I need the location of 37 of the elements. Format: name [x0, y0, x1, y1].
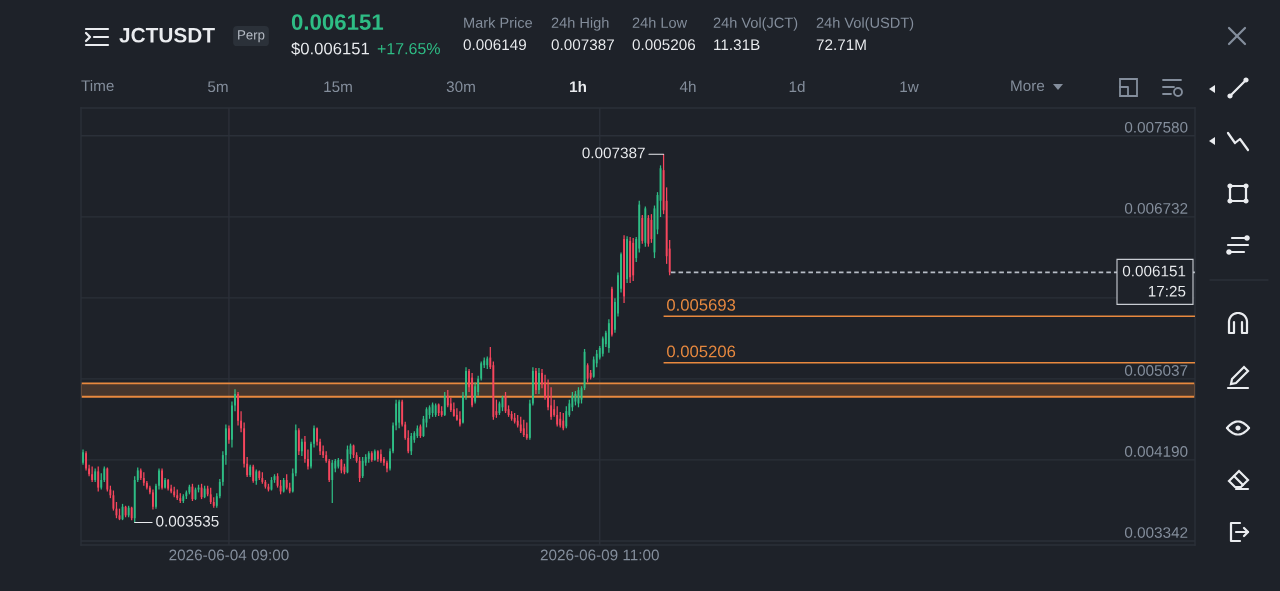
text: 0.006149 [463, 39, 526, 51]
text: 5m [208, 81, 228, 93]
annotation: 17:25 [1148, 285, 1186, 297]
text: 24h High [551, 17, 609, 31]
y-tick-label: 0.007580 [1124, 121, 1188, 133]
text: 11.31B [714, 39, 760, 51]
y-tick-label: 0.006732 [1124, 202, 1188, 214]
y-tick-label: 0.005037 [1124, 365, 1188, 376]
text: 30m [446, 81, 475, 93]
text: +17.65% [377, 42, 440, 55]
text: 72.71M [816, 39, 866, 50]
text: 1h [570, 80, 586, 92]
text: 15m [324, 81, 352, 93]
text: 0.005206 [632, 39, 696, 51]
ref-line-label: 0.006151 [1122, 265, 1186, 277]
text: 0.006151 [291, 14, 384, 30]
text: $0.006151 [291, 41, 369, 56]
text: 1w [900, 81, 919, 92]
ref-line-label: 0.005693 [667, 298, 736, 311]
x-tick-label: 2026-06-04 09:00 [169, 549, 289, 561]
text: More [1011, 80, 1045, 92]
annotation: 0.003535 [156, 515, 219, 527]
text: 24h Vol(JCT) [713, 17, 798, 31]
text: Mark Price [464, 17, 533, 28]
annotation: 0.007387 [582, 147, 645, 159]
text: Perp [238, 30, 265, 43]
text: 0.007387 [551, 39, 614, 51]
text: Time [81, 79, 114, 92]
text: 24h Vol(USDT) [816, 17, 914, 31]
chart-title: JCTUSDT [119, 27, 215, 43]
text: 24h Low [632, 17, 688, 28]
x-tick-label: 2026-06-09 11:00 [540, 549, 659, 561]
y-tick-label: 0.004190 [1124, 446, 1188, 457]
text: 1d [789, 80, 805, 93]
ref-line-label: 0.005206 [667, 345, 736, 358]
y-tick-label: 0.003342 [1124, 527, 1188, 538]
text: 4h [679, 80, 696, 92]
